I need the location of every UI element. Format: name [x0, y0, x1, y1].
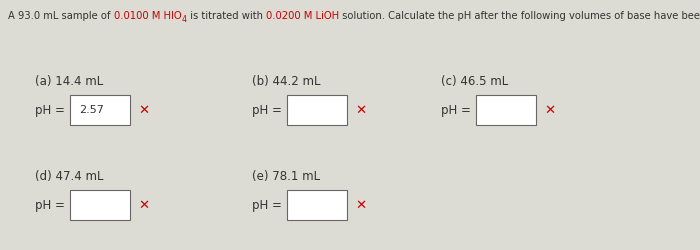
Text: 0.0100 M HIO: 0.0100 M HIO: [114, 11, 182, 21]
Text: pH =: pH =: [441, 104, 475, 117]
Text: solution. Calculate the pH after the following volumes of base have been added.: solution. Calculate the pH after the fol…: [339, 11, 700, 21]
FancyBboxPatch shape: [70, 95, 130, 125]
Text: pH =: pH =: [35, 198, 69, 211]
Text: (c) 46.5 mL: (c) 46.5 mL: [441, 75, 508, 88]
Text: 2.57: 2.57: [79, 105, 104, 115]
Text: ✕: ✕: [355, 104, 366, 117]
Text: pH =: pH =: [252, 198, 286, 211]
Text: ✕: ✕: [138, 104, 149, 117]
FancyBboxPatch shape: [287, 190, 346, 220]
Text: 4: 4: [182, 15, 187, 24]
FancyBboxPatch shape: [476, 95, 536, 125]
Text: A 93.0 mL sample of: A 93.0 mL sample of: [8, 11, 114, 21]
FancyBboxPatch shape: [287, 95, 346, 125]
Text: (e) 78.1 mL: (e) 78.1 mL: [252, 170, 320, 183]
Text: (a) 14.4 mL: (a) 14.4 mL: [35, 75, 104, 88]
Text: 0.0200 M LiOH: 0.0200 M LiOH: [266, 11, 339, 21]
Text: (b) 44.2 mL: (b) 44.2 mL: [252, 75, 321, 88]
Text: is titrated with: is titrated with: [187, 11, 266, 21]
Text: pH =: pH =: [252, 104, 286, 117]
Text: (d) 47.4 mL: (d) 47.4 mL: [35, 170, 104, 183]
Text: ✕: ✕: [355, 198, 366, 211]
FancyBboxPatch shape: [70, 190, 130, 220]
Text: pH =: pH =: [35, 104, 69, 117]
Text: ✕: ✕: [138, 198, 149, 211]
Text: ✕: ✕: [544, 104, 555, 117]
